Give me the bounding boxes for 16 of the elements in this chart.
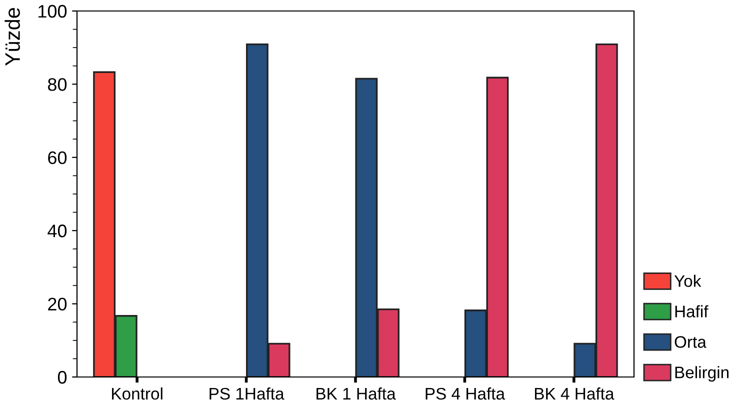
x-tick-label: BK 1 Hafta xyxy=(316,387,396,400)
y-tick-label: 0 xyxy=(58,370,67,384)
legend-label: Belirgin xyxy=(675,366,728,382)
y-tick-label: 80 xyxy=(48,78,67,91)
y-tick-label: 20 xyxy=(48,298,67,311)
y-axis-title: Yüzde xyxy=(4,8,20,66)
x-tick-label: PS 1Hafta xyxy=(210,387,284,400)
x-tick-label: Kontrol xyxy=(112,387,162,400)
x-tick-label: PS 4 Hafta xyxy=(426,387,506,400)
y-tick-label: 60 xyxy=(48,151,67,164)
legend-label: Orta xyxy=(674,336,706,348)
y-tick-label: 100 xyxy=(38,4,67,18)
legend-label: Hafif xyxy=(675,305,708,318)
legend-label: Yok xyxy=(674,274,702,287)
x-tick-label: BK 4 Hafta xyxy=(535,387,614,400)
y-tick-label: 40 xyxy=(48,224,67,238)
